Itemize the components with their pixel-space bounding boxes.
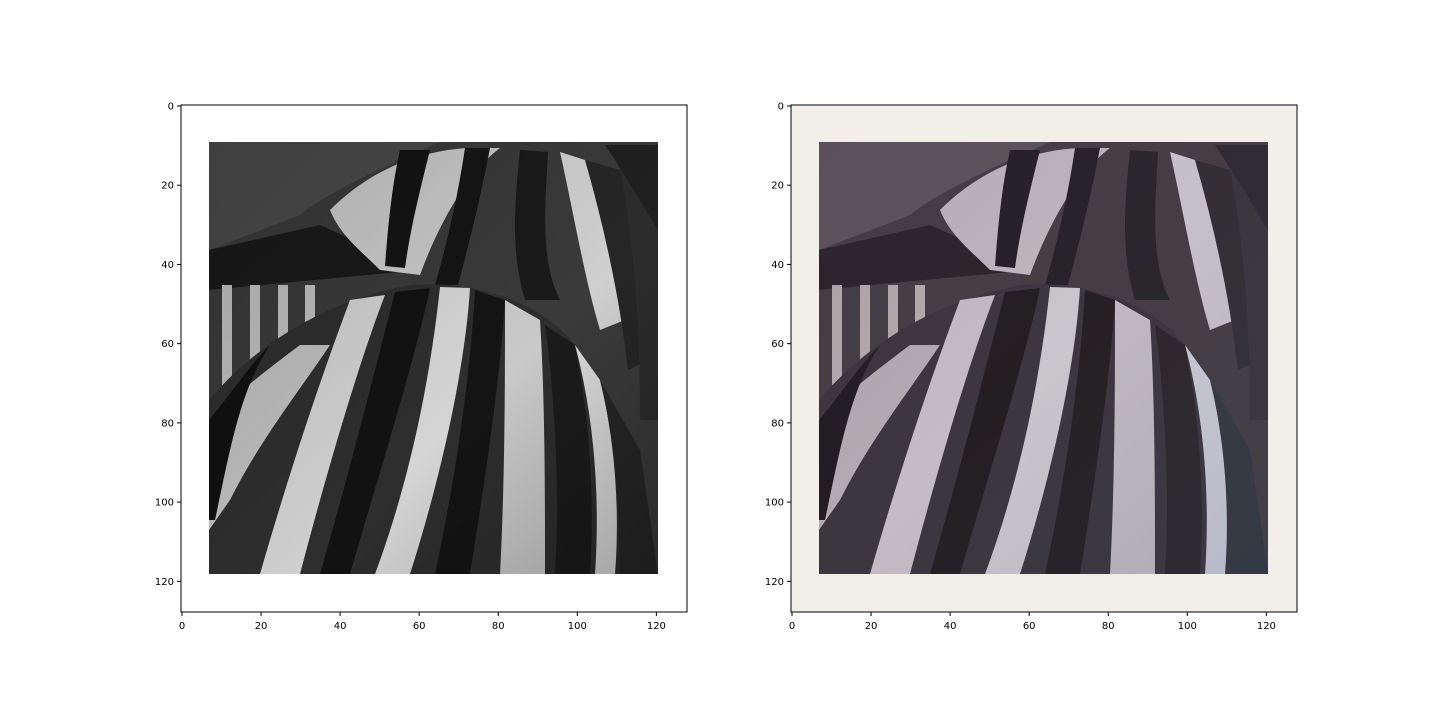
x-tick-label-right: 20 [865,621,878,632]
y-tick-label-right: 0 [778,102,784,113]
x-tick-label-left: 60 [413,621,426,632]
x-tick-label-left: 100 [568,621,587,632]
y-tick-label-right: 100 [765,498,784,509]
x-tick-label-right: 40 [944,621,957,632]
panel-colorized [790,104,1298,613]
y-tick-label-left: 20 [161,181,174,192]
y-tick-label-left: 60 [161,339,174,350]
x-tick-label-right: 100 [1178,621,1197,632]
y-tick-label-left: 120 [155,577,174,588]
x-tick-label-right: 60 [1023,621,1036,632]
y-tick-label-left: 40 [161,260,174,271]
y-tick-label-right: 40 [771,260,784,271]
y-tick-label-right: 80 [771,418,784,429]
x-tick-label-right: 80 [1102,621,1115,632]
y-tick-label-right: 120 [765,577,784,588]
y-tick-label-left: 100 [155,498,174,509]
zebra-image-colorized [819,142,1268,574]
y-tick-label-right: 20 [771,181,784,192]
axes-frame-left [180,104,688,613]
zebra-image-grayscale [209,142,658,574]
y-tick-label-left: 80 [161,418,174,429]
axis-ticks-left: 0 20 40 60 80 100 120 0 20 40 60 80 100 120 [155,102,666,633]
x-tick-label-right: 120 [1257,621,1276,632]
x-tick-label-left: 80 [492,621,505,632]
axes-frame-right [790,104,1298,613]
panel-grayscale [180,104,688,613]
x-tick-label-left: 40 [334,621,347,632]
x-tick-label-left: 0 [179,621,185,632]
x-tick-label-left: 20 [255,621,268,632]
x-tick-label-left: 120 [647,621,666,632]
y-tick-label-right: 60 [771,339,784,350]
axis-ticks-right: 0 20 40 60 80 100 120 0 20 40 60 80 100 120 [765,102,1276,633]
y-tick-label-left: 0 [168,102,174,113]
x-tick-label-right: 0 [789,621,795,632]
